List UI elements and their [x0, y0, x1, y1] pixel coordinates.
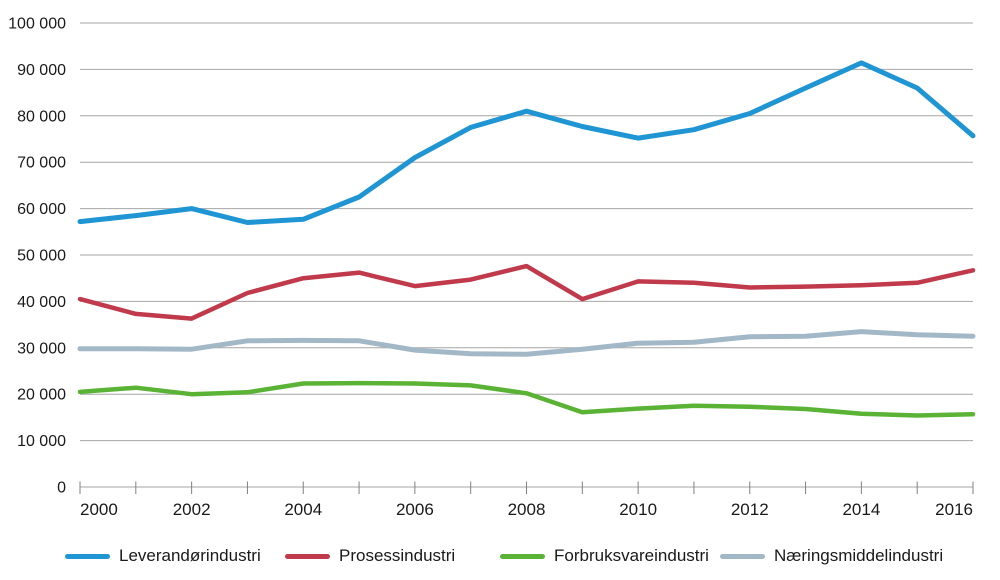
legend-swatch [65, 553, 110, 559]
x-axis-tick-label: 2010 [619, 500, 657, 519]
legend-swatch [720, 553, 765, 559]
y-axis-tick-label: 30 000 [17, 340, 66, 357]
y-axis-tick-label: 70 000 [17, 155, 66, 172]
legend-label: Leverandørindustri [119, 546, 261, 565]
legend-item: Forbruksvareindustri [500, 543, 709, 569]
y-axis-tick-label: 10 000 [17, 433, 66, 450]
y-axis-tick-label: 20 000 [17, 387, 66, 404]
x-axis-tick-label: 2014 [842, 500, 880, 519]
x-axis-tick-label: 2004 [284, 500, 322, 519]
series-line-prosessindustri [77, 263, 976, 321]
legend-label: Prosessindustri [339, 546, 456, 565]
chart-legend: Leverandørindustri Prosessindustri Forbruk… [0, 543, 1000, 573]
legend-swatch [285, 553, 330, 559]
y-axis-tick-label: 90 000 [17, 62, 66, 79]
y-axis-tick-label: 50 000 [17, 248, 66, 265]
y-axis-tick-label: 0 [57, 480, 66, 497]
series-line-forbruksvareindustri [77, 380, 976, 418]
chart-svg: 0 10 000 20 000 30 000 40 000 50 000 60 000 70 … [8, 16, 976, 519]
x-axis-tick-label: 2006 [396, 500, 434, 519]
legend-item: Næringsmiddelindustri [720, 543, 943, 569]
x-axis-tick-label: 2016 [935, 500, 973, 519]
x-axis-tick-label: 2000 [80, 500, 118, 519]
y-axis-tick-label: 100 000 [8, 16, 66, 33]
y-axis-tick-label: 40 000 [17, 294, 66, 311]
series-line-næringsmiddelindustri [77, 329, 976, 357]
series-line-leverandørindustri [77, 60, 976, 225]
x-axis-tick-label: 2002 [173, 500, 211, 519]
x-axis-tick-label: 2008 [508, 500, 546, 519]
y-axis-tick-label: 60 000 [17, 201, 66, 218]
legend-label: Næringsmiddelindustri [774, 546, 944, 565]
legend-swatch [500, 553, 545, 559]
legend-item: Prosessindustri [285, 543, 455, 569]
y-axis-tick-label: 80 000 [17, 108, 66, 125]
x-axis-tick-label: 2012 [731, 500, 769, 519]
legend-item: Leverandørindustri [65, 543, 261, 569]
legend-label: Forbruksvareindustri [554, 546, 709, 565]
